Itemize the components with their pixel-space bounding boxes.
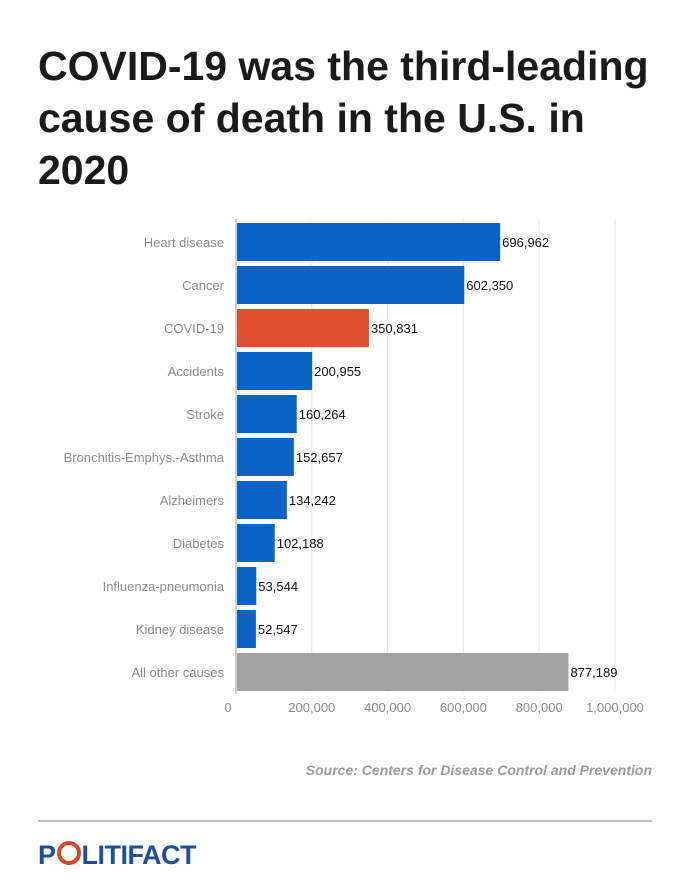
- value-label: 877,189: [570, 665, 617, 680]
- bar: [237, 524, 275, 562]
- bar-chart: Heart disease Cancer COVID-19 Accidents Stro…: [64, 219, 644, 715]
- bar: [237, 438, 294, 476]
- category-labels: Heart disease Cancer COVID-19 Accidents Stro…: [64, 235, 225, 680]
- footer-divider: [38, 820, 652, 822]
- x-tick-label: 400,000: [364, 700, 411, 715]
- value-label: 102,188: [277, 536, 324, 551]
- logo-ring-icon: [56, 841, 81, 865]
- value-labels: 696,962 602,350 350,831 200,955 160,264 152,6…: [258, 235, 618, 680]
- value-label: 134,242: [289, 493, 336, 508]
- bar: [237, 567, 257, 605]
- x-tick-label: 800,000: [516, 700, 563, 715]
- category-label: Cancer: [182, 278, 225, 293]
- category-label: Kidney disease: [136, 622, 224, 637]
- bar: [237, 266, 465, 304]
- value-label: 152,657: [296, 450, 343, 465]
- source-note: Source: Centers for Disease Control and …: [305, 762, 652, 778]
- bar: [237, 610, 256, 648]
- x-tick-label: 0: [224, 700, 231, 715]
- value-label: 200,955: [314, 364, 361, 379]
- bar: [237, 481, 287, 519]
- category-label: COVID-19: [164, 321, 224, 336]
- bar: [237, 223, 501, 261]
- category-label: Heart disease: [144, 235, 224, 250]
- category-label: Diabetes: [173, 536, 225, 551]
- logo-letter-p: P: [38, 840, 56, 870]
- chart-title: COVID-19 was the third-leading cause of …: [38, 43, 649, 193]
- x-tick-labels: 0 200,000 400,000 600,000 800,000 1,000,000: [224, 700, 644, 715]
- bar: [237, 309, 369, 347]
- politifact-logo: P LITIFACT: [38, 840, 197, 871]
- x-tick-label: 600,000: [440, 700, 487, 715]
- bar: [237, 352, 313, 390]
- value-label: 350,831: [371, 321, 418, 336]
- value-label: 160,264: [299, 407, 346, 422]
- x-tick-label: 200,000: [288, 700, 335, 715]
- value-label: 53,544: [258, 579, 298, 594]
- bar: [237, 395, 297, 433]
- category-label: Stroke: [186, 407, 224, 422]
- category-label: Accidents: [168, 364, 225, 379]
- bar: [237, 653, 569, 691]
- x-tick-label: 1,000,000: [586, 700, 644, 715]
- category-label: Alzheimers: [160, 493, 225, 508]
- category-label: Influenza-pneumonia: [103, 579, 225, 594]
- category-label: All other causes: [132, 665, 225, 680]
- category-label: Bronchitis-Emphys.-Asthma: [64, 450, 225, 465]
- value-label: 52,547: [258, 622, 298, 637]
- value-label: 696,962: [502, 235, 549, 250]
- value-label: 602,350: [466, 278, 513, 293]
- bars: [237, 223, 569, 691]
- logo-letters: LITIFACT: [81, 840, 197, 870]
